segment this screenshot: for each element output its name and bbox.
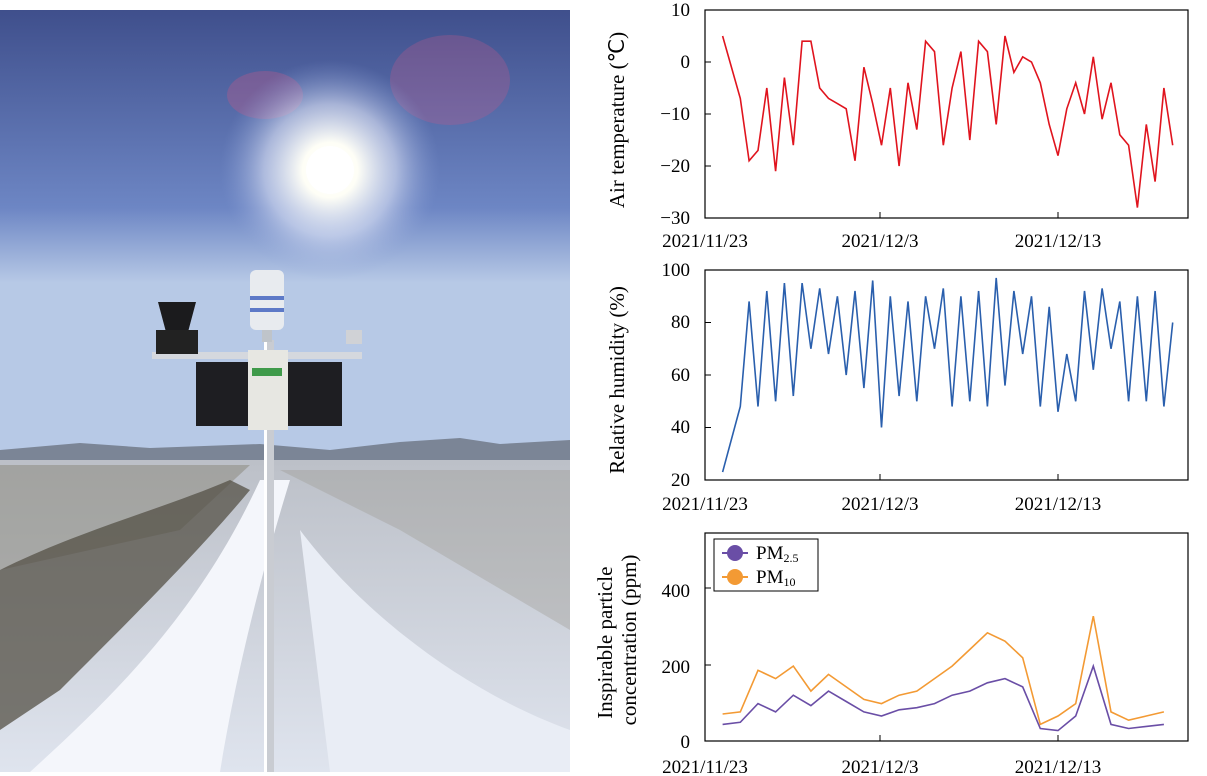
y-tick-label: 80 [671, 312, 690, 333]
y-tick-label: 200 [662, 657, 691, 678]
x-tick-label: 2021/11/23 [662, 231, 748, 252]
y-tick-label: 20 [671, 470, 690, 491]
chart-relative-humidity: 100 80 60 40 20 2021/11/23 2021/12/3 202… [605, 260, 1189, 515]
chart-particle-concentration: 400 200 0 2021/11/23 2021/12/3 2021/12/1… [593, 532, 1189, 776]
rain-gauge [158, 302, 196, 332]
x-tick-label: 2021/12/3 [841, 494, 918, 515]
x-tick-label: 2021/12/13 [1015, 757, 1102, 776]
x-tick-label: 2021/12/13 [1015, 494, 1102, 515]
pm25-series-line [722, 663, 1164, 732]
y-axis-title-line2: concentration (ppm) [617, 555, 641, 726]
legend-label-pm10: PM10 [756, 567, 795, 589]
y-tick-label: 10 [671, 0, 690, 21]
y-axis-title: Inspirable particle concentration (ppm) [593, 555, 641, 726]
y-axis-title: Air temperature (℃) [605, 32, 629, 208]
y-tick-label: −20 [660, 156, 690, 177]
legend-label-pm25: PM2.5 [756, 543, 798, 565]
x-tick-label: 2021/12/13 [1015, 231, 1102, 252]
x-tick-label: 2021/11/23 [662, 494, 748, 515]
y-tick-label: −10 [660, 104, 690, 125]
x-tick-label: 2021/12/3 [841, 757, 918, 776]
chart-air-temperature: 10 0 −10 −20 −30 2021/11/23 2021/12/3 20… [605, 0, 1189, 252]
legend: PM2.5 PM10 [713, 538, 819, 592]
weather-sensor [250, 270, 284, 342]
legend-marker-pm25 [727, 545, 743, 561]
y-tick-label: 0 [681, 732, 691, 753]
x-tick-label: 2021/12/3 [841, 231, 918, 252]
legend-marker-pm10 [727, 569, 743, 585]
mountains [0, 438, 570, 462]
humidity-series-line [721, 277, 1174, 473]
y-tick-label: 400 [662, 581, 691, 602]
station-pole [264, 340, 274, 772]
y-axis-title: Relative humidity (%) [605, 286, 629, 474]
y-tick-label: 40 [671, 417, 690, 438]
control-box [248, 350, 288, 430]
x-tick-label: 2021/11/23 [662, 757, 748, 776]
temperature-series-line [721, 35, 1174, 208]
y-tick-label: 100 [662, 260, 691, 281]
pm10-series-line [722, 616, 1165, 726]
plot-frame [704, 532, 1189, 742]
y-axis-title-line1: Inspirable particle [593, 567, 617, 719]
y-tick-label: 0 [681, 52, 691, 73]
y-tick-label: −30 [660, 208, 690, 229]
ditch [0, 480, 250, 730]
weather-station-photo [0, 10, 570, 772]
lens-flare [390, 35, 510, 125]
camera [346, 330, 362, 344]
y-tick-label: 60 [671, 365, 690, 386]
